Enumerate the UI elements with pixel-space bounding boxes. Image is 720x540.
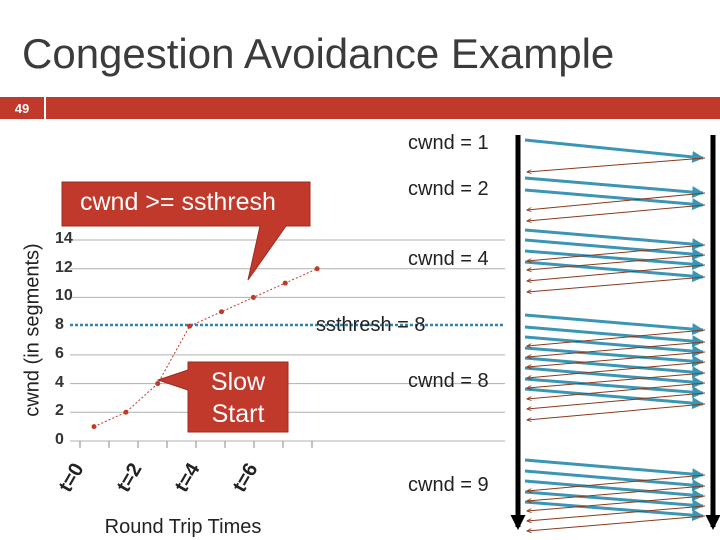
ack-arrow xyxy=(527,244,706,261)
data-point xyxy=(123,409,129,415)
ack-arrow xyxy=(527,276,706,292)
label-cwnd-9: cwnd = 9 xyxy=(408,474,489,496)
cwnd-series-points xyxy=(91,266,320,430)
ack-arrow xyxy=(527,157,706,172)
ack-arrow xyxy=(527,351,706,367)
cwnd-series-line xyxy=(93,268,318,428)
chart-gridlines xyxy=(70,239,505,442)
segment-arrow xyxy=(524,500,705,522)
ack-arrow xyxy=(527,495,706,511)
label-ssthresh: ssthresh = 8 xyxy=(316,314,426,336)
y-tick-label: 0 xyxy=(55,431,64,448)
label-cwnd-2: cwnd = 2 xyxy=(408,178,489,200)
ack-arrow xyxy=(527,361,706,378)
data-point xyxy=(250,294,256,300)
y-tick-label: 2 xyxy=(55,402,64,420)
ack-arrow xyxy=(527,341,706,357)
segment-arrow xyxy=(524,366,705,389)
ack-arrow xyxy=(527,264,706,281)
data-point xyxy=(282,280,288,286)
segment-arrow xyxy=(524,313,705,336)
ack-arrow xyxy=(527,403,706,420)
x-axis-label: Round Trip Times xyxy=(104,516,262,538)
ack-arrow xyxy=(527,192,706,210)
y-tick-label: 4 xyxy=(55,373,64,391)
title-rule xyxy=(46,97,720,119)
ack-arrow xyxy=(527,515,706,531)
segment-arrow xyxy=(524,238,705,261)
label-cwnd-8: cwnd = 8 xyxy=(408,370,489,392)
y-tick-label: 6 xyxy=(55,344,64,362)
data-point xyxy=(187,323,193,329)
ack-arrow xyxy=(527,382,706,399)
data-point xyxy=(155,381,161,387)
y-tick-label: 14 xyxy=(55,230,73,247)
callout-ss-shape xyxy=(156,361,289,433)
segment-arrow xyxy=(524,228,705,251)
ack-arrow xyxy=(527,392,706,409)
data-point xyxy=(219,309,224,315)
slide-number: 49 xyxy=(0,97,44,119)
data-point xyxy=(91,424,97,430)
ack-arrow xyxy=(527,204,706,221)
data-point xyxy=(314,266,320,272)
callout-ca-shape xyxy=(61,181,311,281)
y-tick-label: 10 xyxy=(55,287,73,305)
ack-arrow xyxy=(527,372,706,388)
slide-title: Congestion Avoidance Example xyxy=(22,30,615,77)
segment-arrow xyxy=(524,260,705,283)
segment-arrow xyxy=(524,458,705,481)
segment-arrow xyxy=(524,138,705,163)
segment-arrow xyxy=(524,387,705,410)
y-tick-label: 8 xyxy=(55,316,64,334)
segment-arrow xyxy=(524,479,705,502)
y-axis-label: cwnd (in segments) xyxy=(21,243,44,417)
segment-arrow xyxy=(524,490,705,512)
ack-arrow xyxy=(527,505,706,521)
segment-arrow xyxy=(524,176,705,199)
callout-ss-text: Slow Start xyxy=(210,368,266,428)
label-cwnd-4: cwnd = 4 xyxy=(408,248,489,270)
ack-arrow xyxy=(527,254,706,270)
segment-arrow xyxy=(524,325,705,348)
segment-arrow xyxy=(524,335,705,358)
callout-ca-label: cwnd >= ssthresh xyxy=(80,188,276,216)
label-cwnd-1: cwnd = 1 xyxy=(408,132,489,154)
segment-arrow xyxy=(524,356,705,379)
ack-arrow xyxy=(527,485,706,501)
ack-arrow xyxy=(527,329,706,346)
ack-arrow xyxy=(527,474,706,491)
chart-x-tick-marks xyxy=(79,441,313,448)
segment-arrow xyxy=(524,188,705,211)
y-tick-label: 12 xyxy=(55,258,73,276)
segment-arrow xyxy=(524,249,705,271)
segment-arrow xyxy=(524,469,705,492)
segment-arrows xyxy=(524,138,706,531)
segment-arrow xyxy=(524,377,705,399)
segment-arrow xyxy=(524,346,705,368)
